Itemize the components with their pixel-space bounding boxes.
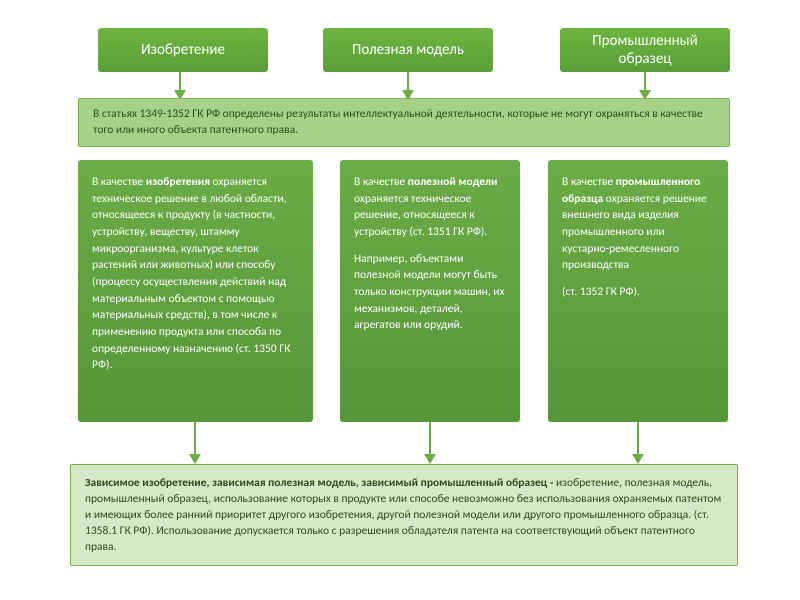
c1-bold: изобретения	[146, 175, 210, 189]
c3-p1-pre: В качестве	[562, 175, 616, 189]
header-col1: Изобретение	[98, 28, 268, 72]
arrow-d2	[429, 422, 431, 456]
header-col2-label: Полезная модель	[352, 41, 464, 59]
arrow-h1	[179, 72, 181, 92]
detail-col3: В качестве промышленного образца охраняе…	[548, 160, 728, 422]
header-col2: Полезная модель	[323, 28, 493, 72]
arrow-d1-head	[189, 454, 201, 464]
arrow-h2	[407, 72, 409, 92]
c1-post: охраняется техническое решение в любой о…	[92, 175, 290, 372]
c3-p2: (ст. 1352 ГК РФ).	[562, 284, 714, 301]
banner-text: В статьях 1349-1352 ГК РФ определены рез…	[93, 107, 703, 137]
c2-p2: Например, объектами полезной модели могу…	[354, 251, 506, 334]
c2-p1-bold: полезной модели	[408, 175, 498, 189]
bottom-bold: Зависимое изобретение, зависимая полезна…	[85, 476, 556, 490]
mid-banner: В статьях 1349-1352 ГК РФ определены рез…	[78, 98, 730, 147]
c2-p1-pre: В качестве	[354, 175, 408, 189]
detail-col1: В качестве изобретения охраняется технич…	[78, 160, 313, 422]
arrow-d2-head	[424, 454, 436, 464]
detail-col2: В качестве полезной модели охраняется те…	[340, 160, 520, 422]
arrow-d3-head	[632, 454, 644, 464]
header-col3: Промышленный образец	[560, 28, 730, 72]
header-col3-label: Промышленный образец	[568, 32, 722, 68]
diagram-canvas: Изобретение Полезная модель Промышленный…	[0, 0, 800, 600]
c2-p1-post: охраняется техническое решение, относяще…	[354, 192, 487, 239]
arrow-h3	[644, 72, 646, 92]
arrow-d3	[637, 422, 639, 456]
arrow-d1	[194, 422, 196, 456]
c1-pre: В качестве	[92, 175, 146, 189]
bottom-box: Зависимое изобретение, зависимая полезна…	[70, 464, 738, 566]
header-col1-label: Изобретение	[141, 41, 225, 59]
